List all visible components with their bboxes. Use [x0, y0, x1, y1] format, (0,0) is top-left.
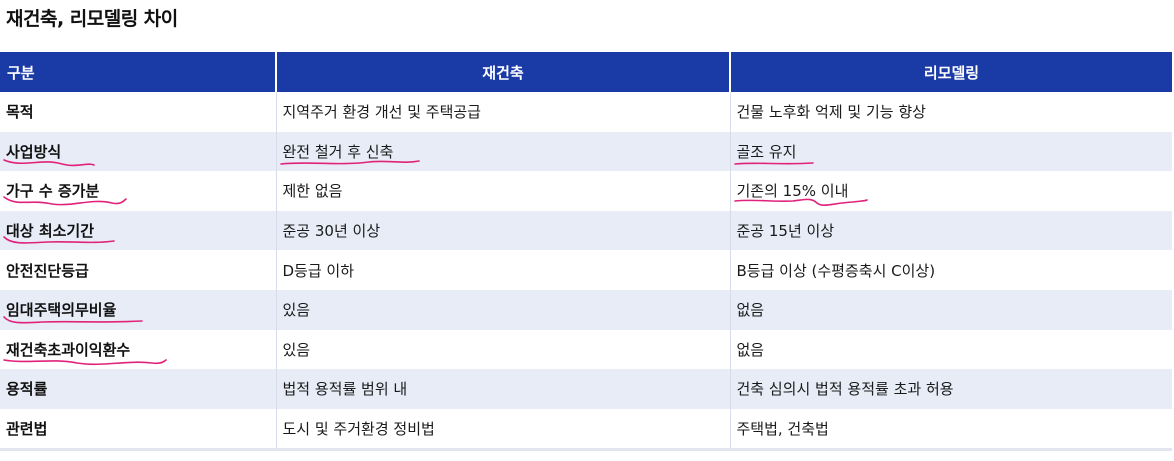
reconstruction-cell: 완전 철거 후 신축: [282, 142, 394, 161]
underlined-text: 대상 최소기간: [3, 220, 115, 244]
row-label: 가구 수 증가분: [6, 182, 100, 201]
underlined-text: 완전 철거 후 신축: [279, 141, 420, 165]
row-label: 임대주택의무비율: [6, 301, 117, 320]
table-header-row: 구분 재건축 리모델링: [0, 52, 1172, 92]
table-row: 임대주택의무비율 있음 없음: [0, 289, 1172, 330]
remodeling-cell: 주택법, 건축법: [729, 408, 1172, 452]
page-title: 재건축, 리모델링 차이: [6, 8, 178, 30]
comparison-table: 구분 재건축 리모델링 목적 지역주거 환경 개선 및 주택공급 건물 노후화 …: [0, 52, 1172, 452]
row-label: 목적: [6, 103, 34, 122]
table-row: 가구 수 증가분 제한 없음 기존의 15% 이내: [0, 171, 1172, 211]
reconstruction-cell: 법적 용적률 범위 내: [275, 369, 730, 409]
row-label: 안전진단등급: [6, 261, 89, 280]
reconstruction-cell: 지역주거 환경 개선 및 주택공급: [275, 92, 730, 132]
table-row: 용적률 법적 용적률 범위 내 건축 심의시 법적 용적률 초과 허용: [0, 369, 1172, 409]
remodeling-cell: 기존의 15% 이내: [736, 182, 849, 201]
row-label: 사업방식: [6, 142, 62, 161]
reconstruction-cell: 있음: [275, 329, 730, 370]
row-label-cell: 사업방식: [0, 131, 276, 172]
remodeling-cell: 없음: [729, 329, 1172, 370]
header-category: 구분: [0, 52, 276, 92]
reconstruction-cell: 준공 30년 이상: [275, 210, 730, 251]
remodeling-cell: 건물 노후화 억제 및 기능 향상: [729, 92, 1172, 132]
remodeling-cell: B등급 이상 (수평증축시 C이상): [729, 250, 1172, 290]
remodeling-cell-wrap: 기존의 15% 이내: [729, 171, 1172, 211]
reconstruction-cell: 도시 및 주거환경 정비법: [275, 408, 730, 452]
reconstruction-cell-wrap: 완전 철거 후 신축: [275, 131, 730, 172]
underlined-text: 기존의 15% 이내: [733, 180, 868, 207]
row-label: 재건축초과이익환수: [6, 340, 131, 359]
remodeling-cell-wrap: 골조 유지: [729, 131, 1172, 172]
underlined-text: 재건축초과이익환수: [3, 339, 167, 365]
header-reconstruction: 재건축: [275, 52, 730, 92]
table-row: 재건축초과이익환수 있음 없음: [0, 329, 1172, 370]
remodeling-cell: 건축 심의시 법적 용적률 초과 허용: [729, 369, 1172, 409]
row-label-cell: 임대주택의무비율: [0, 289, 276, 330]
table-row: 사업방식 완전 철거 후 신축 골조 유지: [0, 131, 1172, 172]
table-row: 관련법 도시 및 주거환경 정비법 주택법, 건축법: [0, 408, 1172, 452]
table-row: 대상 최소기간 준공 30년 이상 준공 15년 이상: [0, 210, 1172, 251]
row-label: 대상 최소기간: [6, 222, 95, 241]
row-label: 용적률: [0, 369, 276, 409]
underlined-text: 골조 유지: [733, 141, 814, 165]
remodeling-cell: 준공 15년 이상: [729, 210, 1172, 251]
table-row: 안전진단등급 D등급 이하 B등급 이상 (수평증축시 C이상): [0, 250, 1172, 290]
reconstruction-cell: 있음: [275, 289, 730, 330]
underlined-text: 가구 수 증가분: [3, 180, 127, 206]
row-label-cell: 대상 최소기간: [0, 210, 276, 251]
table-row: 목적 지역주거 환경 개선 및 주택공급 건물 노후화 억제 및 기능 향상: [0, 92, 1172, 132]
row-label-cell: 가구 수 증가분: [0, 171, 276, 211]
remodeling-cell: 골조 유지: [736, 142, 797, 161]
reconstruction-cell: 제한 없음: [275, 171, 730, 211]
underlined-text: 임대주택의무비율: [3, 299, 143, 324]
row-label: 관련법: [0, 408, 276, 452]
remodeling-cell: 없음: [729, 289, 1172, 330]
underlined-text: 사업방식: [3, 141, 95, 167]
row-label-cell: 재건축초과이익환수: [0, 330, 276, 370]
reconstruction-cell: D등급 이하: [275, 250, 730, 290]
header-remodeling: 리모델링: [729, 52, 1172, 92]
